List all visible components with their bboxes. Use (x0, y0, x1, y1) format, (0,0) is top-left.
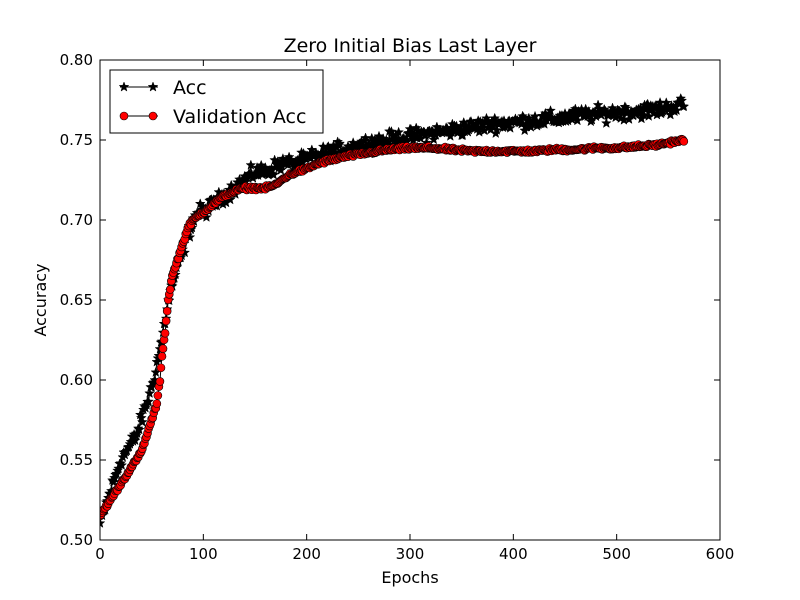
data-point (165, 285, 175, 294)
data-point (491, 124, 503, 135)
data-point (545, 105, 556, 116)
series-line (100, 97, 684, 524)
data-point (347, 137, 359, 148)
data-point (144, 387, 156, 399)
data-point (385, 125, 397, 137)
x-tick-label: 200 (292, 545, 321, 563)
data-point (268, 169, 280, 180)
y-tick-label: 0.70 (60, 211, 93, 229)
y-tick-label: 0.55 (60, 451, 93, 469)
data-point (156, 363, 166, 373)
data-point (136, 416, 148, 427)
x-tick-label: 300 (396, 545, 425, 563)
data-point (679, 137, 689, 146)
data-point (334, 137, 346, 149)
data-point (133, 424, 145, 435)
x-tick-label: 0 (95, 545, 105, 563)
data-point (660, 97, 672, 108)
legend-label: Validation Acc (173, 106, 306, 128)
data-point (607, 102, 618, 113)
data-point (518, 112, 530, 123)
series-line (100, 138, 685, 517)
data-point (143, 395, 154, 407)
data-point (504, 122, 516, 133)
x-tick-label: 100 (189, 545, 218, 563)
data-point (676, 95, 688, 106)
data-point (245, 159, 257, 170)
data-point (158, 344, 168, 353)
series-acc (100, 92, 690, 528)
data-point (100, 517, 106, 528)
data-point (160, 328, 170, 338)
series-validation-acc (100, 134, 689, 521)
y-tick-label: 0.50 (60, 531, 93, 549)
data-point (116, 459, 128, 470)
y-tick-label: 0.60 (60, 371, 93, 389)
legend-item: Validation Acc (119, 106, 306, 128)
x-tick-label: 500 (602, 545, 631, 563)
data-point (157, 352, 167, 361)
axes-layer: 0 100 200 300 400 500 600 0.50 0.55 0.60 0.65 0.70 0… (60, 51, 735, 563)
data-point (155, 377, 165, 386)
data-point (678, 100, 690, 112)
chart-title: Zero Initial Bias Last Layer (284, 35, 537, 57)
y-axis-label: Accuracy (31, 263, 50, 336)
legend-box (109, 69, 324, 134)
data-point (153, 391, 163, 400)
y-tick-label: 0.80 (60, 51, 93, 69)
x-tick-label: 600 (706, 545, 735, 563)
data-point (393, 126, 405, 137)
data-point (225, 179, 237, 191)
legend-item: Acc (118, 77, 207, 99)
x-tick-label: 400 (499, 545, 528, 563)
y-tick-label: 0.65 (60, 291, 93, 309)
y-tick-label: 0.75 (60, 131, 93, 149)
x-axis-label: Epochs (381, 568, 438, 587)
series-layer (100, 92, 690, 528)
data-point (161, 316, 171, 326)
legend-label: Acc (173, 77, 207, 99)
data-point (600, 117, 612, 128)
data-point (152, 399, 162, 408)
data-point (489, 112, 501, 123)
legend: Acc Validation Acc (109, 69, 324, 134)
data-point (162, 306, 172, 316)
